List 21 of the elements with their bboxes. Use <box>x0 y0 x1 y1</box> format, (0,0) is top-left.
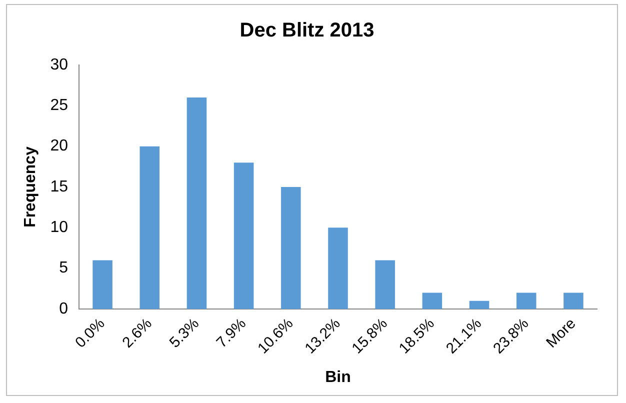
bar <box>186 98 207 309</box>
y-tick-label: 5 <box>59 260 68 277</box>
bar <box>422 292 442 309</box>
y-tick-label: 0 <box>59 300 68 318</box>
bar <box>564 292 584 309</box>
y-tick-label: 25 <box>50 97 68 114</box>
y-tick-label: 20 <box>50 138 68 155</box>
bar <box>281 187 301 309</box>
bar <box>234 162 254 309</box>
bar <box>92 260 112 309</box>
y-tick-label: 10 <box>50 219 68 236</box>
bar <box>140 146 160 309</box>
bar <box>516 292 536 309</box>
chart-title: Dec Blitz 2013 <box>240 20 374 42</box>
bar <box>328 228 348 309</box>
x-axis-title: Bin <box>325 368 351 386</box>
bar <box>469 300 490 309</box>
y-tick-label: 15 <box>50 178 68 196</box>
bar <box>375 260 395 309</box>
y-axis-title: Frequency <box>22 146 40 228</box>
y-tick-label: 30 <box>50 56 68 74</box>
